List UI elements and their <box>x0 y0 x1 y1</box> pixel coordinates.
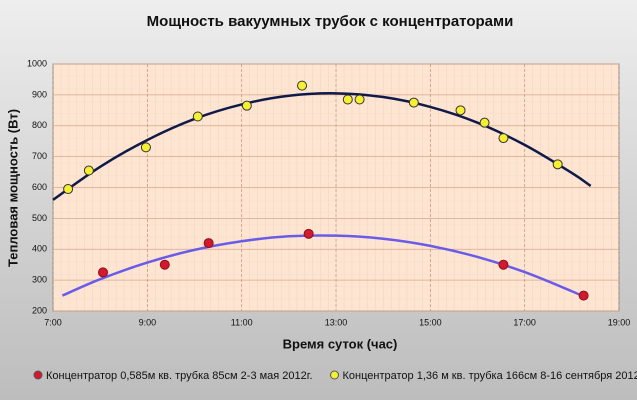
x-tick-label: 11:00 <box>231 317 253 327</box>
y-tick-label: 900 <box>32 89 47 99</box>
data-point <box>297 80 308 91</box>
y-tick-label: 400 <box>32 244 47 254</box>
data-point <box>192 111 203 122</box>
trendline <box>52 92 592 201</box>
data-point <box>552 159 563 170</box>
data-point <box>455 105 466 116</box>
data-point <box>203 238 214 249</box>
data-point <box>342 94 353 105</box>
data-point <box>63 184 74 195</box>
y-tick-label: 1000 <box>27 58 47 68</box>
legend-marker <box>33 370 43 380</box>
legend-marker <box>330 370 340 380</box>
data-point <box>498 133 509 144</box>
data-point <box>241 100 252 111</box>
y-tick-label: 600 <box>32 182 47 192</box>
data-point <box>354 94 365 105</box>
x-tick-label: 15:00 <box>419 317 442 327</box>
legend-label: Концентратор 1,36 м кв. трубка 166см 8-1… <box>343 370 637 382</box>
x-tick-label: 17:00 <box>513 317 536 327</box>
x-axis-title: Время суток (час) <box>283 336 398 351</box>
y-axis-title: Тепловая мощность (Вт) <box>5 109 20 267</box>
chart-title: Мощность вакуумных трубок с концентратор… <box>147 13 514 30</box>
data-point <box>578 290 589 301</box>
data-point <box>97 267 108 278</box>
x-tick-label: 7:00 <box>44 317 62 327</box>
data-point <box>83 165 94 176</box>
x-tick-label: 9:00 <box>139 317 157 327</box>
data-point <box>159 259 170 270</box>
data-point <box>498 259 509 270</box>
data-point <box>408 97 419 108</box>
y-tick-label: 200 <box>32 305 47 315</box>
y-tick-label: 500 <box>32 213 47 223</box>
data-point <box>303 228 314 239</box>
x-tick-label: 19:00 <box>608 317 631 327</box>
y-tick-label: 800 <box>32 120 47 130</box>
y-tick-label: 300 <box>32 275 47 285</box>
y-tick-label: 700 <box>32 151 47 161</box>
legend-label: Концентратор 0,585м кв. трубка 85см 2-3 … <box>46 370 313 382</box>
x-tick-label: 13:00 <box>325 317 348 327</box>
data-point <box>140 142 151 153</box>
data-point <box>479 117 490 128</box>
trendline <box>61 234 587 299</box>
